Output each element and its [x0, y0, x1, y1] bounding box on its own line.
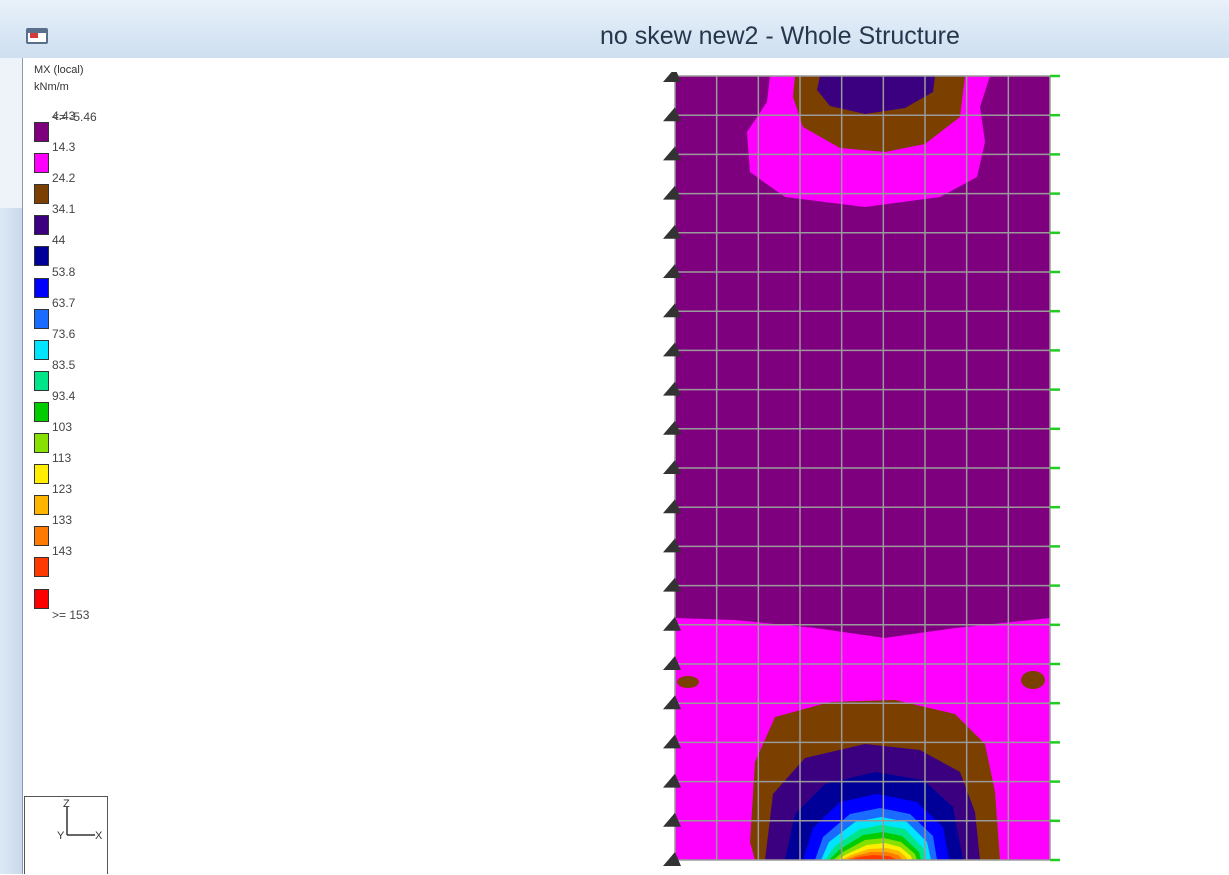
- legend-swatch: [34, 526, 49, 547]
- support-symbol: [663, 303, 681, 318]
- y-axis-label: Y: [57, 830, 65, 842]
- legend-item: [34, 588, 134, 619]
- contour-spot-right: [1021, 671, 1045, 689]
- legend-level-label: 44: [52, 233, 66, 248]
- legend-level-label: 93.4: [52, 388, 76, 403]
- legend-swatch: [34, 401, 49, 422]
- support-symbol: [663, 342, 681, 357]
- legend-start-label: <= -5.46: [52, 110, 97, 124]
- legend-swatch: [34, 495, 49, 516]
- legend-level-label: 63.7: [52, 295, 76, 310]
- legend-swatch: [34, 370, 49, 391]
- axis-triad-box: Z Y X: [24, 796, 108, 874]
- legend-level-label: 143: [52, 544, 73, 559]
- window-title-bar[interactable]: no skew new2 - Whole Structure: [0, 0, 1229, 59]
- legend-level-label: 24.2: [52, 171, 76, 186]
- legend-swatch: [34, 557, 49, 578]
- legend-swatch: [34, 122, 49, 142]
- legend-item: 93.4: [34, 389, 134, 432]
- legend-item: 53.8: [34, 265, 134, 308]
- legend-swatch: [34, 184, 49, 205]
- legend-swatch: [34, 588, 49, 609]
- legend-level-label: 133: [52, 513, 73, 528]
- window-title: no skew new2 - Whole Structure: [600, 22, 960, 50]
- support-symbol: [663, 420, 681, 435]
- legend-item: 123: [34, 482, 134, 525]
- legend-level-label: 53.8: [52, 264, 76, 279]
- support-symbol: [663, 734, 681, 749]
- legend-level-label: 83.5: [52, 357, 76, 372]
- support-symbol: [663, 812, 681, 827]
- legend-item: 63.7: [34, 296, 134, 339]
- legend-level-label: 113: [52, 451, 72, 466]
- support-symbol: [663, 577, 681, 592]
- support-symbol: [663, 381, 681, 396]
- left-edge-supports: [663, 72, 681, 866]
- support-symbol: [663, 695, 681, 710]
- support-symbol: [663, 499, 681, 514]
- legend-item: 103: [34, 420, 134, 463]
- support-symbol: [663, 107, 681, 122]
- legend-level-label: 73.6: [52, 326, 76, 341]
- window-left-frame-top: [0, 58, 23, 208]
- support-symbol: [663, 773, 681, 788]
- legend-quantity: MX (local): [34, 64, 84, 76]
- legend-item: 14.3: [34, 140, 134, 183]
- support-symbol: [663, 656, 681, 670]
- support-symbol: [663, 616, 681, 631]
- plate-moment-contour-plot[interactable]: [655, 72, 1075, 872]
- contour-spot-left: [677, 676, 699, 688]
- legend-item: 44: [34, 233, 134, 276]
- contour-band-143: [849, 855, 898, 860]
- legend-item: 34.1: [34, 202, 134, 245]
- legend-swatch: [34, 464, 49, 485]
- legend-swatch: [34, 433, 49, 453]
- legend-item: 113: [34, 451, 134, 494]
- support-symbol: [663, 852, 681, 866]
- legend-end-label: >= 153: [52, 608, 90, 622]
- x-axis-label: X: [95, 830, 103, 842]
- z-axis-label: Z: [63, 798, 70, 810]
- legend-swatch: [34, 277, 49, 298]
- legend-item: 83.5: [34, 358, 134, 401]
- support-symbol: [663, 264, 681, 278]
- legend-swatch: [34, 215, 49, 236]
- legend-item: 133: [34, 513, 134, 556]
- support-symbol: [663, 460, 681, 474]
- legend-swatch: [34, 153, 49, 174]
- legend-item: 73.6: [34, 327, 134, 370]
- window-left-frame: [0, 58, 23, 874]
- app-window-icon[interactable]: [26, 28, 48, 44]
- legend-swatch: [34, 308, 49, 329]
- legend-level-label: 14.3: [52, 140, 76, 155]
- support-symbol: [663, 146, 681, 161]
- support-symbol: [663, 185, 681, 200]
- legend-level-label: 103: [52, 420, 73, 434]
- legend-swatch: [34, 339, 49, 360]
- legend-level-label: 4.43: [52, 109, 76, 123]
- contour-band-34-1-top: [817, 76, 935, 114]
- legend-item: 4.43: [34, 109, 134, 152]
- legend-level-label: 123: [52, 482, 73, 497]
- legend-units: kNm/m: [34, 81, 69, 93]
- support-symbol: [663, 72, 681, 82]
- legend-item: 24.2: [34, 171, 134, 214]
- legend-swatch: [34, 246, 49, 267]
- element-mesh-grid: [674, 75, 1051, 861]
- right-edge-node-markers: [1050, 74, 1060, 862]
- legend-item: 143: [34, 544, 134, 587]
- legend-level-label: 34.1: [52, 202, 76, 217]
- support-symbol: [663, 224, 681, 239]
- support-symbol: [663, 538, 681, 553]
